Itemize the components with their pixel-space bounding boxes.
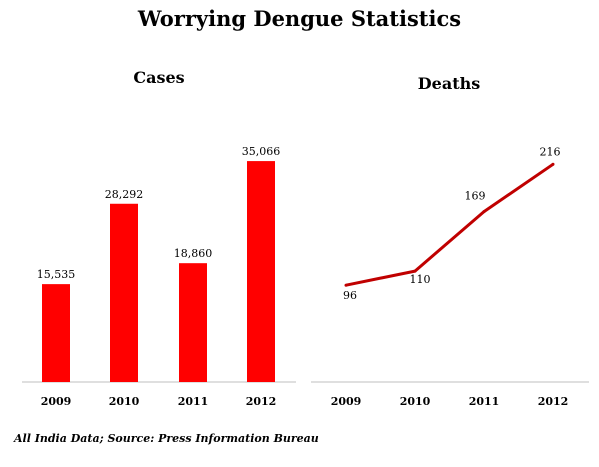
page-title: Worrying Dengue Statistics [137, 6, 462, 31]
cases-x-tick-2009: 2009 [41, 395, 72, 408]
cases-data-label-2012: 35,066 [242, 145, 281, 158]
deaths-x-tick-2012: 2012 [538, 395, 569, 408]
deaths-point-2010 [413, 269, 417, 273]
cases-bar-2011 [179, 263, 207, 382]
deaths-x-tick-2010: 2010 [400, 395, 431, 408]
deaths-data-label-2009: 96 [343, 289, 357, 302]
deaths-x-tick-2011: 2011 [469, 395, 500, 408]
cases-data-label-2011: 18,860 [174, 247, 213, 260]
cases-x-tick-2012: 2012 [246, 395, 277, 408]
deaths-data-label-2011: 169 [465, 190, 486, 203]
deaths-data-label-2012: 216 [540, 145, 561, 158]
cases-data-label-2009: 15,535 [37, 268, 76, 281]
deaths-point-2011 [482, 210, 486, 214]
cases-bar-2009 [42, 284, 70, 382]
deaths-data-label-2010: 110 [410, 273, 431, 286]
deaths-chart-title: Deaths [417, 74, 481, 93]
source-note: All India Data; Source: Press Informatio… [14, 432, 319, 445]
cases-bar-2012 [247, 161, 275, 382]
cases-x-tick-2011: 2011 [178, 395, 209, 408]
cases-data-label-2010: 28,292 [105, 188, 144, 201]
deaths-point-2012 [551, 162, 555, 166]
deaths-point-2009 [344, 283, 348, 287]
cases-chart-title: Cases [133, 68, 185, 87]
deaths-x-tick-2009: 2009 [331, 395, 362, 408]
cases-bar-2010 [110, 203, 138, 382]
deaths-series-line [345, 163, 554, 287]
cases-x-tick-2010: 2010 [109, 395, 140, 408]
